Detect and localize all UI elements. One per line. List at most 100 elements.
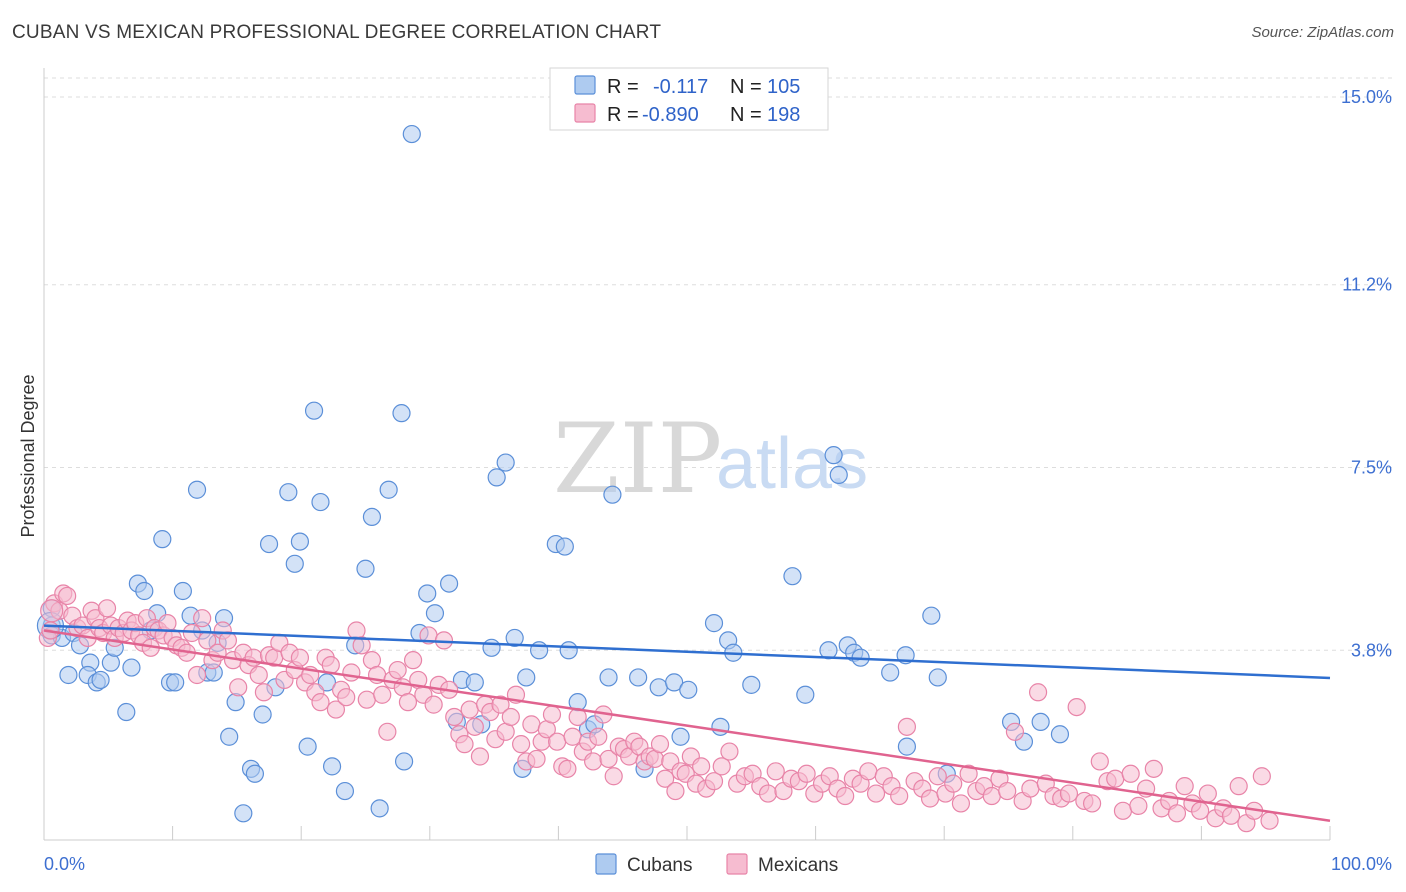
cubans-point: [285, 554, 304, 573]
watermark-atlas: atlas: [716, 424, 868, 504]
mexicans-point: [501, 707, 520, 727]
cubans-point: [187, 480, 207, 499]
legend-n-label-cubans: N =: [730, 76, 762, 98]
mexicans-point: [1144, 759, 1163, 778]
series-mexicans-points: [38, 584, 1279, 833]
cubans-point: [649, 678, 668, 697]
cubans-point: [226, 693, 245, 712]
mexicans-point: [1028, 683, 1048, 702]
cubans-point: [482, 638, 501, 657]
cubans-point: [928, 668, 947, 687]
legend-box: [549, 67, 829, 131]
cubans-point: [335, 781, 355, 801]
cubans-point: [796, 685, 815, 704]
mexicans-point: [290, 648, 310, 667]
cubans-point: [783, 567, 802, 586]
mexicans-point: [866, 784, 886, 803]
mexicans-point: [491, 695, 510, 714]
mexicans-point: [1059, 784, 1079, 803]
mexicans-point: [97, 599, 117, 618]
y-tick-label: 3.8%: [1351, 640, 1392, 660]
mexicans-point: [1198, 784, 1217, 803]
cubans-point: [704, 614, 724, 633]
cubans-point: [402, 124, 421, 144]
cubans-point: [394, 752, 414, 771]
mexicans-point: [558, 759, 577, 778]
mexicans-point: [758, 784, 778, 803]
mexicans-point: [58, 586, 77, 606]
mexicans-point: [859, 762, 878, 781]
legend-r-label-mexicans: R =: [607, 104, 639, 126]
cubans-point: [122, 658, 141, 677]
mexicans-point: [1221, 806, 1241, 825]
trendline-cubans: [43, 624, 1331, 680]
cubans-point: [418, 584, 437, 603]
mexicans-point: [1167, 804, 1187, 823]
mexicans-point: [959, 764, 978, 783]
cubans-point: [356, 559, 375, 578]
mexicans-point: [650, 735, 670, 754]
mexicans-point: [692, 757, 711, 776]
mexicans-point: [1082, 794, 1102, 813]
mexicans-point: [455, 735, 474, 754]
mexicans-point: [1129, 796, 1148, 815]
cubans-point: [245, 764, 265, 783]
cubans-point: [505, 628, 524, 648]
mexicans-point: [229, 678, 248, 697]
mexicans-point: [1113, 801, 1133, 820]
cubans-point: [234, 804, 253, 823]
cubans-point: [922, 606, 941, 625]
mexicans-point: [357, 690, 376, 709]
bottom-legend-mexicans: Mexicans: [758, 855, 838, 876]
watermark-zip: ZIP: [553, 403, 722, 515]
mexicans-point: [599, 749, 618, 769]
mexicans-point: [403, 651, 423, 670]
x-tick-label-min: 0.0%: [44, 854, 85, 874]
cubans-point: [135, 581, 154, 601]
cubans-point: [173, 581, 192, 601]
cubans-point: [392, 404, 411, 423]
mexicans-point: [1021, 779, 1040, 798]
cubans-point: [153, 530, 172, 549]
mexicans-point: [1106, 769, 1125, 788]
cubans-point: [465, 673, 484, 692]
mexicans-point: [311, 693, 330, 712]
mexicans-point: [470, 747, 490, 766]
cubans-point: [599, 668, 618, 687]
mexicans-point: [836, 786, 855, 806]
mexicans-point: [951, 794, 971, 813]
mexicans-point: [522, 715, 541, 734]
cubans-point: [1050, 725, 1070, 744]
legend-r-label-cubans: R =: [607, 76, 639, 98]
legend-r-value-mexicans: -0.890: [642, 104, 699, 126]
mexicans-point: [890, 786, 909, 806]
mexicans-point: [1067, 697, 1086, 717]
cubans-point: [253, 705, 272, 724]
cubans-point: [290, 532, 310, 551]
mexicans-point: [998, 781, 1017, 801]
cubans-point: [742, 675, 761, 694]
cubans-point: [671, 727, 690, 746]
trendlines: [43, 624, 1331, 822]
mexicans-point: [342, 663, 361, 682]
cubans-point: [555, 537, 574, 556]
cubans-point: [59, 665, 78, 685]
mexicans-point: [548, 732, 567, 751]
cubans-point: [1031, 712, 1050, 732]
mexicans-point: [920, 789, 940, 808]
bottom-legend-swatch-cubans: [595, 853, 617, 875]
bottom-legend: Cubans Mexicans: [595, 853, 838, 876]
mexicans-point: [460, 700, 479, 719]
legend-swatch-cubans: [574, 75, 596, 95]
mexicans-point: [656, 769, 675, 788]
bottom-legend-cubans: Cubans: [627, 855, 693, 876]
cubans-point: [517, 668, 536, 687]
mexicans-point: [1090, 752, 1109, 771]
y-tick-label: 11.2%: [1342, 275, 1392, 295]
mexicans-point: [254, 683, 274, 702]
mexicans-point: [40, 599, 64, 623]
mexicans-point: [1229, 777, 1248, 796]
mexicans-point: [378, 722, 397, 741]
cubans-point: [166, 673, 185, 692]
mexicans-point: [187, 665, 207, 685]
